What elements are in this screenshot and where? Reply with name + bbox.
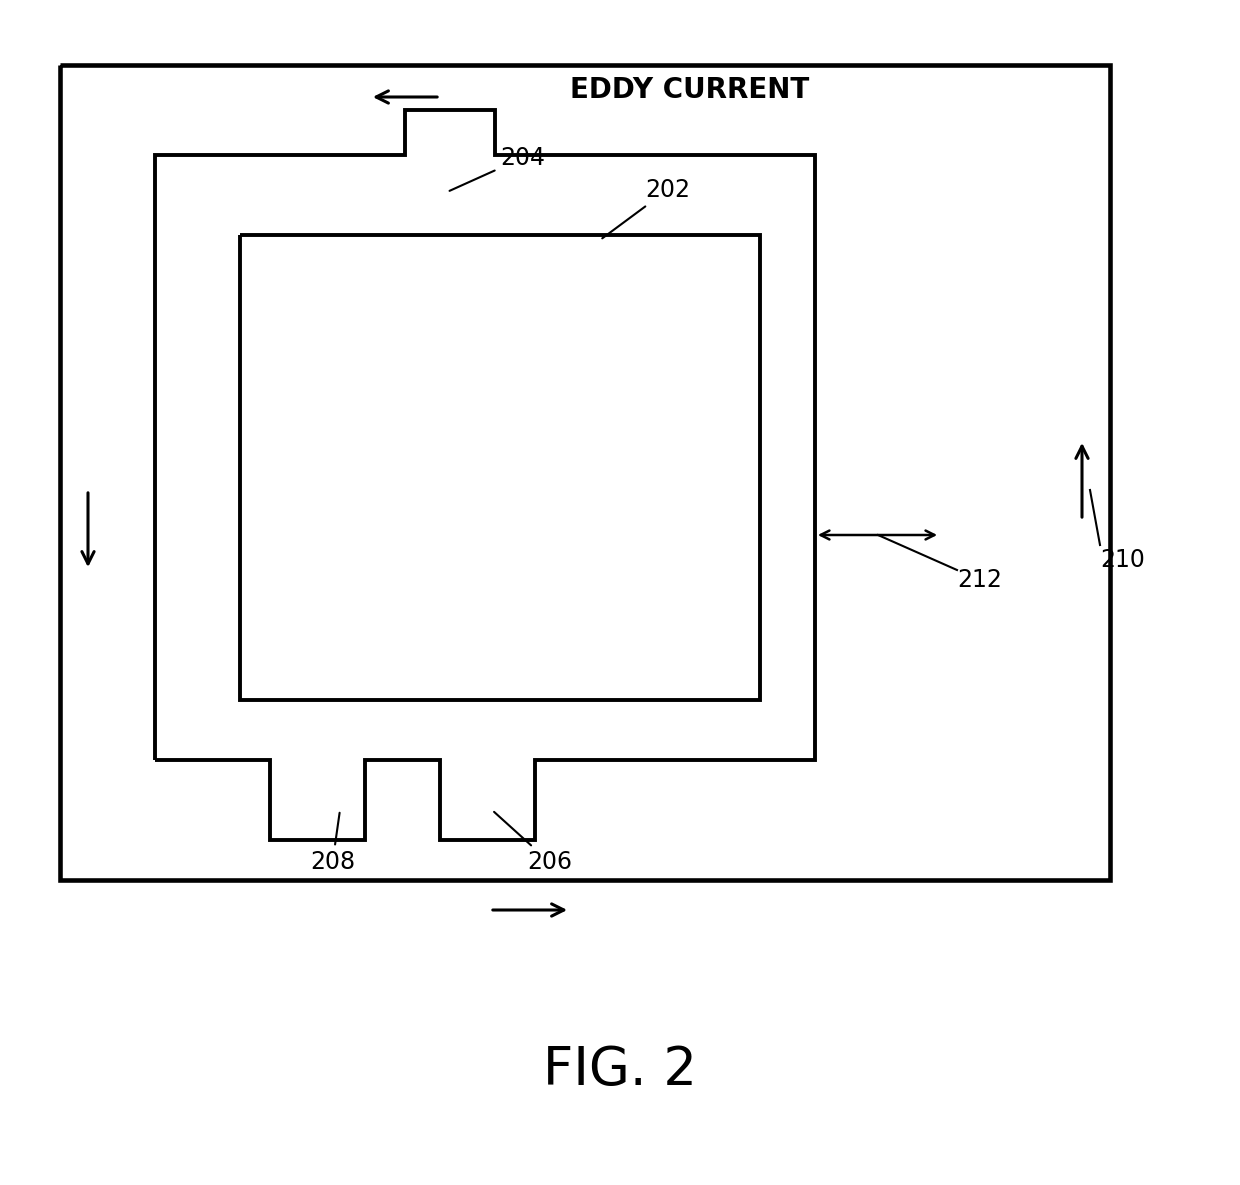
Text: 208: 208 [310, 813, 355, 875]
Text: 204: 204 [450, 146, 546, 191]
Text: 206: 206 [494, 812, 572, 875]
Text: EDDY CURRENT: EDDY CURRENT [570, 76, 810, 104]
Text: FIG. 2: FIG. 2 [543, 1044, 697, 1096]
Text: 202: 202 [603, 178, 689, 238]
Text: 212: 212 [957, 568, 1002, 592]
Text: 210: 210 [1100, 547, 1145, 572]
